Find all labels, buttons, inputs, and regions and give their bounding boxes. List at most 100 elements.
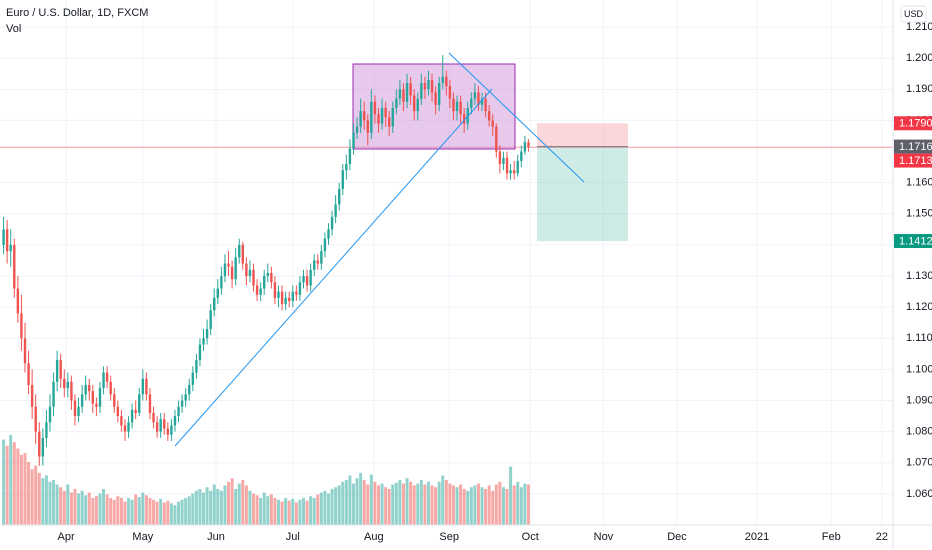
candle-body [320,251,323,264]
volume-bar [48,481,52,525]
currency-box[interactable] [900,5,927,23]
candle-body [216,288,220,298]
candle-body [334,204,337,217]
x-tick-label: Feb [822,531,841,543]
x-tick-label: Oct [522,531,539,543]
volume-bar [80,490,84,525]
price-badge-label: 1.17908 [899,118,932,130]
candle-body [459,101,462,115]
volume-bar [330,489,334,525]
volume-bar [501,487,505,525]
volume-bar [301,498,305,525]
volume-bar [405,478,409,525]
volume-bar [441,475,445,525]
volume-bar [416,483,420,525]
candle-body [116,406,120,417]
volume-bar [476,483,480,525]
candle-body [412,95,416,112]
candle-body [195,360,198,373]
candle-body [177,406,180,417]
volume-bar [394,482,398,525]
candle-body [52,381,55,407]
volume-bar [359,472,363,525]
volume-bar [259,498,263,525]
candle-body [102,372,105,389]
candle-body [391,107,394,127]
range-box [352,63,516,150]
volume-bar [469,487,473,525]
y-tick-label: 1.10000 [906,363,932,375]
candle-body [63,378,66,389]
volume-bar [444,480,448,525]
candle-body [402,89,405,102]
volume-bar [448,483,452,525]
x-tick-label: 22 [876,531,888,543]
volume-bar [459,484,463,525]
volume-bar [109,498,113,525]
price-badge-label: 1.17160 [899,141,932,153]
volume-bar [494,484,498,525]
candle-body [77,406,80,417]
candle-body [48,406,52,423]
candle-body [2,229,5,245]
candle-body [305,276,309,286]
volume-bar [194,490,198,525]
candle-body [220,276,223,289]
volume-bar [277,499,281,525]
candle-body [512,170,516,174]
candle-body [362,111,366,121]
volume-bar [159,498,163,525]
volume-bar [526,484,530,525]
volume-bar [66,484,70,525]
volume-bar [77,493,81,525]
candle-body [70,381,73,401]
trend-line [174,88,493,447]
price-badge-label: 1.17138 [899,155,932,167]
candle-body [148,394,152,413]
candle-body [387,117,391,127]
candle-body [359,111,362,127]
volume-bar [344,480,348,525]
candle-body [445,76,448,87]
volume-bar [69,492,73,525]
volume-bar [55,484,59,525]
candle-body [263,276,266,289]
candle-body [27,363,30,385]
stop-zone [537,123,628,147]
candle-body [127,422,130,432]
candle-body [323,238,327,252]
volume-bar [216,489,220,525]
candle-body [462,114,466,124]
y-tick-label: 1.07000 [906,457,932,469]
candle-body [98,388,102,407]
candle-body [16,288,20,314]
candle-body [348,148,352,165]
y-tick-label: 1.21000 [906,21,932,33]
x-tick-label: May [132,531,153,543]
candle-body [502,157,505,165]
candle-body [316,260,319,264]
volume-bar [9,435,13,525]
candle-body [159,419,162,432]
volume-bar [130,499,134,525]
price-badge [894,139,932,154]
volume-bar [127,498,131,525]
candle-body [9,244,12,252]
volume-bar [227,481,231,525]
volume-bar [173,505,177,525]
candle-body [209,310,212,329]
candle-body [145,378,148,395]
candle-body [520,151,523,161]
candle-body [84,384,87,395]
candle-body [480,98,484,105]
candle-body [55,360,59,382]
candle-body [245,263,248,277]
volume-bar [184,498,188,525]
candle-body [366,120,369,133]
candle-body [395,98,398,108]
volume-bar [84,495,88,525]
candle-body [38,431,41,457]
volume-bar [434,487,438,525]
volume-bar [337,485,341,525]
